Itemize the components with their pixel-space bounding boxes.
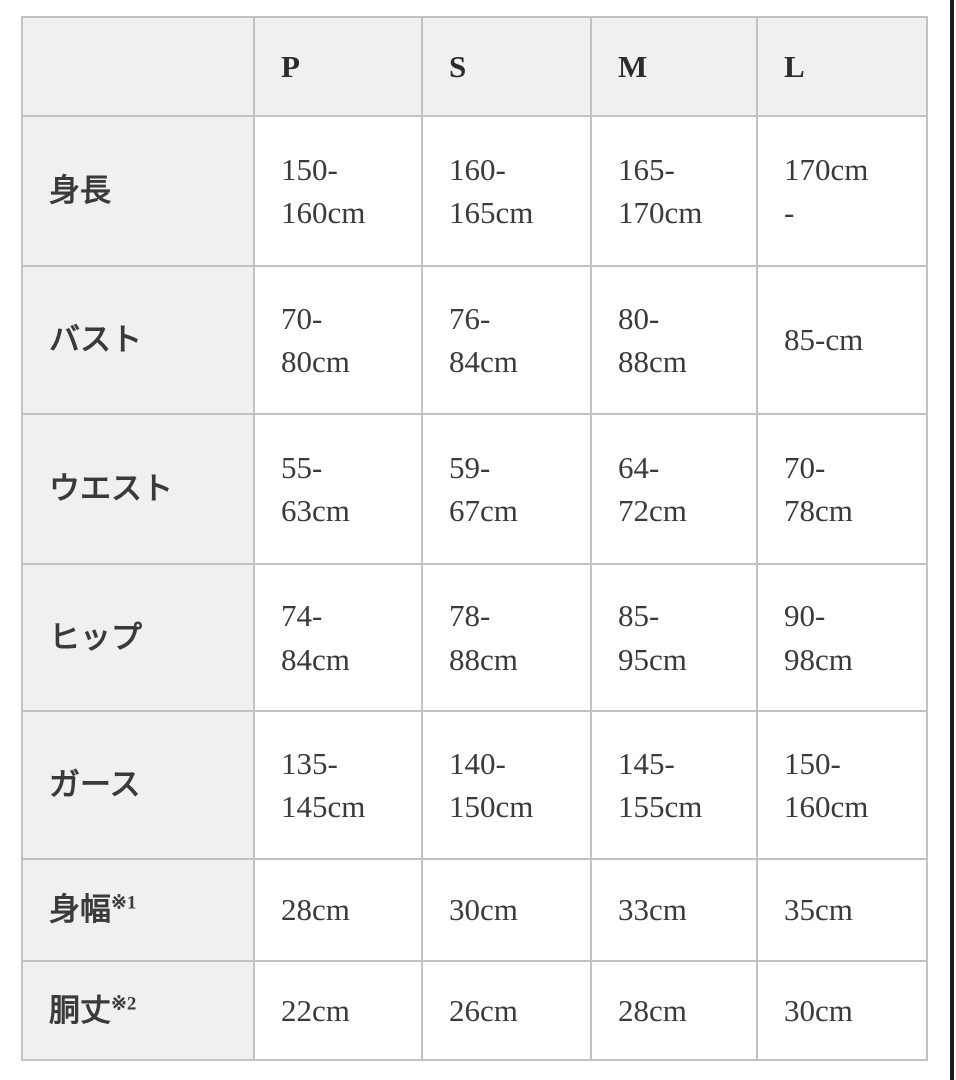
size-cell: 33cm (590, 858, 758, 962)
size-cell: 35cm (756, 858, 928, 962)
row-label-note: ※2 (111, 993, 137, 1015)
size-cell: 85-cm (756, 265, 928, 415)
column-header-m: M (590, 16, 758, 117)
size-cell: 30cm (421, 858, 592, 962)
size-cell: 76- 84cm (421, 265, 592, 415)
size-cell: 90- 98cm (756, 563, 928, 712)
row-label-waist: ウエスト (21, 413, 255, 565)
size-cell: 150- 160cm (253, 115, 423, 267)
size-cell: 135- 145cm (253, 710, 423, 860)
size-cell: 70- 80cm (253, 265, 423, 415)
row-label-text: 身幅 (49, 892, 111, 928)
row-label-height: 身長 (21, 115, 255, 267)
size-cell: 28cm (590, 960, 758, 1061)
size-chart-table: P S M L 身長 150- 160cm 160- 165cm 165- 17… (21, 16, 928, 1061)
size-cell: 26cm (421, 960, 592, 1061)
row-label-text: 身長 (49, 173, 111, 209)
size-cell: 74- 84cm (253, 563, 423, 712)
column-header-p: P (253, 16, 423, 117)
size-cell: 165- 170cm (590, 115, 758, 267)
row-label-text: 胴丈 (49, 992, 111, 1028)
size-cell: 30cm (756, 960, 928, 1061)
table-row-waist: ウエスト 55- 63cm 59- 67cm 64- 72cm 70- 78cm (21, 413, 928, 565)
size-cell: 140- 150cm (421, 710, 592, 860)
table-row-height: 身長 150- 160cm 160- 165cm 165- 170cm 170c… (21, 115, 928, 267)
corner-cell (21, 16, 255, 117)
size-cell: 78- 88cm (421, 563, 592, 712)
row-label-body-length: 胴丈※2 (21, 960, 255, 1061)
row-label-girth: ガース (21, 710, 255, 860)
row-label-bust: バスト (21, 265, 255, 415)
table-row-bust: バスト 70- 80cm 76- 84cm 80- 88cm 85-cm (21, 265, 928, 415)
size-cell: 70- 78cm (756, 413, 928, 565)
size-cell: 85- 95cm (590, 563, 758, 712)
row-label-body-width: 身幅※1 (21, 858, 255, 962)
row-label-text: ガース (49, 767, 141, 803)
size-cell: 22cm (253, 960, 423, 1061)
size-cell: 160- 165cm (421, 115, 592, 267)
size-cell: 59- 67cm (421, 413, 592, 565)
screenshot-right-edge-line (950, 0, 954, 1080)
size-cell: 55- 63cm (253, 413, 423, 565)
table-row-girth: ガース 135- 145cm 140- 150cm 145- 155cm 150… (21, 710, 928, 860)
size-cell: 145- 155cm (590, 710, 758, 860)
size-chart-container: P S M L 身長 150- 160cm 160- 165cm 165- 17… (21, 16, 928, 1061)
table-row-body-width: 身幅※1 28cm 30cm 33cm 35cm (21, 858, 928, 962)
column-header-s: S (421, 16, 592, 117)
column-header-l: L (756, 16, 928, 117)
size-cell: 150- 160cm (756, 710, 928, 860)
size-cell: 80- 88cm (590, 265, 758, 415)
row-label-text: ヒップ (49, 619, 142, 655)
row-label-text: バスト (49, 322, 142, 358)
row-label-text: ウエスト (49, 471, 173, 507)
size-cell: 170cm - (756, 115, 928, 267)
table-row-body-length: 胴丈※2 22cm 26cm 28cm 30cm (21, 960, 928, 1061)
row-label-hip: ヒップ (21, 563, 255, 712)
size-cell: 64- 72cm (590, 413, 758, 565)
header-row: P S M L (21, 16, 928, 117)
row-label-note: ※1 (111, 892, 137, 914)
table-row-hip: ヒップ 74- 84cm 78- 88cm 85- 95cm 90- 98cm (21, 563, 928, 712)
size-cell: 28cm (253, 858, 423, 962)
